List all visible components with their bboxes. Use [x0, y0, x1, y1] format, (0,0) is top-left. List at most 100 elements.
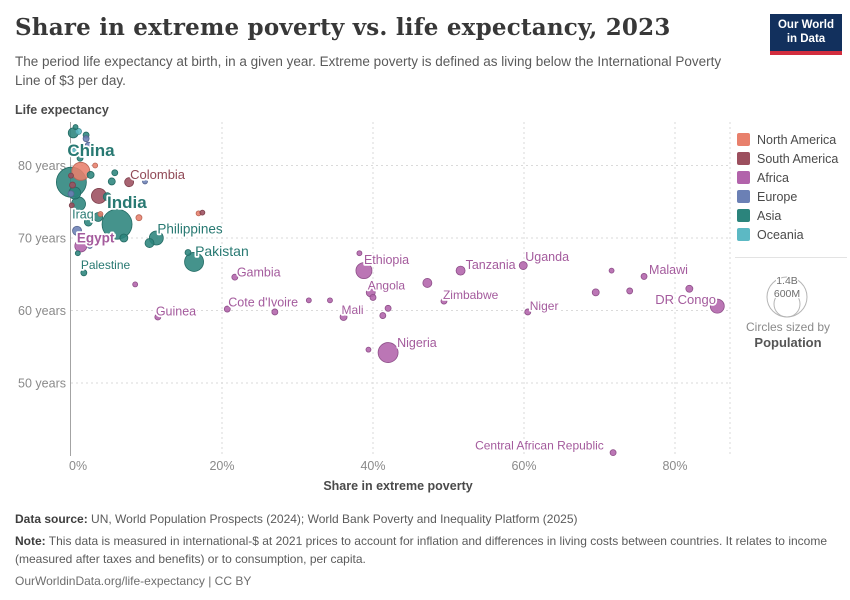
footer-link[interactable]: OurWorldinData.org/life-expectancy | CC …: [15, 574, 252, 589]
country-label-angola[interactable]: Angola: [366, 277, 407, 295]
point-north-america[interactable]: [135, 214, 143, 222]
country-label-iraq[interactable]: Iraq: [70, 206, 95, 224]
point-south-america[interactable]: [199, 209, 206, 216]
country-label-palestine[interactable]: Palestine: [79, 256, 132, 274]
continent-legend: North America South America Africa Europe As…: [737, 130, 838, 244]
point-nigeria[interactable]: [377, 342, 399, 363]
point-mali[interactable]: [339, 313, 348, 321]
point-zimbabwe[interactable]: [440, 297, 448, 305]
country-label-pakistan[interactable]: Pakistan: [193, 241, 250, 260]
country-label-central-african-republic[interactable]: Central African Republic: [473, 437, 605, 455]
point-asia[interactable]: [119, 233, 129, 243]
point-north-america[interactable]: [92, 162, 99, 169]
point-asia[interactable]: [111, 169, 119, 177]
country-label-gambia[interactable]: Gambia: [235, 264, 282, 282]
point-gambia[interactable]: [231, 273, 239, 281]
country-label-ethiopia[interactable]: Ethiopia: [362, 251, 411, 269]
legend-item-europe[interactable]: Europe: [737, 187, 838, 206]
point-asia[interactable]: [184, 249, 192, 256]
country-label-tanzania[interactable]: Tanzania: [464, 256, 518, 274]
point-africa[interactable]: [685, 284, 694, 293]
legend-label: Oceania: [757, 227, 804, 242]
point-asia[interactable]: [83, 217, 93, 227]
point-palestine[interactable]: [80, 269, 88, 277]
point-asia[interactable]: [107, 177, 116, 186]
country-label-nigeria[interactable]: Nigeria: [395, 334, 438, 352]
country-label-egypt[interactable]: Egypt: [75, 229, 117, 248]
point-uganda[interactable]: [518, 261, 528, 270]
legend-item-africa[interactable]: Africa: [737, 168, 838, 187]
country-label-guinea[interactable]: Guinea: [154, 303, 198, 321]
point-asia[interactable]: [144, 238, 155, 248]
point-africa[interactable]: [305, 297, 312, 304]
point-africa[interactable]: [327, 297, 333, 304]
point-europe[interactable]: [67, 190, 75, 198]
legend-label: North America: [757, 132, 837, 147]
legend-item-asia[interactable]: Asia: [737, 206, 838, 225]
point-europe[interactable]: [142, 178, 148, 185]
point-north-america[interactable]: [71, 161, 91, 181]
point-africa[interactable]: [369, 294, 377, 301]
point-europe[interactable]: [80, 149, 87, 156]
country-label-india[interactable]: India: [105, 191, 149, 214]
point-pakistan[interactable]: [184, 252, 204, 272]
point-africa[interactable]: [356, 250, 363, 257]
y-tick-70: 70 years: [18, 232, 66, 246]
country-label-china[interactable]: China: [66, 139, 117, 162]
point-africa[interactable]: [379, 312, 387, 319]
y-tick-50: 50 years: [18, 377, 66, 391]
point-india[interactable]: [101, 208, 133, 240]
point-africa[interactable]: [608, 267, 615, 274]
size-caption-line2: Population: [754, 335, 822, 350]
point-oceania[interactable]: [75, 128, 82, 135]
legend-item-north-america[interactable]: North America: [737, 130, 838, 149]
note-text: This data is measured in international-$…: [15, 534, 827, 566]
point-ethiopia[interactable]: [355, 262, 373, 280]
point-asia[interactable]: [74, 250, 81, 257]
point-africa[interactable]: [365, 346, 372, 353]
point-asia[interactable]: [72, 124, 79, 130]
point-africa[interactable]: [591, 288, 600, 297]
y-tick-60: 60 years: [18, 304, 66, 318]
point-africa[interactable]: [132, 281, 139, 288]
point-south-america[interactable]: [68, 172, 74, 179]
country-label-niger[interactable]: Niger: [528, 297, 560, 315]
point-africa[interactable]: [384, 304, 392, 312]
point-europe[interactable]: [82, 135, 90, 143]
point-africa[interactable]: [422, 278, 433, 288]
country-label-malawi[interactable]: Malawi: [647, 261, 689, 279]
country-label-cote-d-ivoire[interactable]: Cote d'Ivoire: [227, 294, 300, 312]
point-dr-congo[interactable]: [709, 298, 725, 314]
point-colombia[interactable]: [124, 177, 135, 188]
owid-logo[interactable]: Our World in Data: [770, 14, 842, 55]
legend-item-oceania[interactable]: Oceania: [737, 225, 838, 244]
point-south-america[interactable]: [68, 202, 75, 209]
point-europe[interactable]: [72, 225, 82, 236]
country-label-uganda[interactable]: Uganda: [523, 248, 570, 266]
point-cote-d-ivoire[interactable]: [223, 305, 231, 313]
point-asia[interactable]: [102, 192, 112, 202]
country-label-philippines[interactable]: Philippines: [156, 220, 225, 239]
country-label-dr-congo[interactable]: DR Congo: [654, 290, 718, 309]
point-niger[interactable]: [524, 308, 532, 316]
country-label-colombia[interactable]: Colombia: [128, 165, 187, 184]
point-asia[interactable]: [86, 171, 95, 179]
point-central-african-republic[interactable]: [609, 449, 617, 457]
country-label-zimbabwe[interactable]: Zimbabwe: [441, 286, 500, 304]
point-tanzania[interactable]: [455, 265, 466, 276]
point-asia[interactable]: [76, 154, 84, 162]
legend-item-south-america[interactable]: South America: [737, 149, 838, 168]
point-europe[interactable]: [86, 243, 93, 249]
point-malawi[interactable]: [640, 273, 648, 280]
x-tick-80: 80%: [662, 459, 687, 473]
point-north-america[interactable]: [97, 211, 104, 217]
point-south-america[interactable]: [69, 181, 76, 189]
point-europe[interactable]: [84, 141, 92, 149]
point-egypt[interactable]: [74, 239, 88, 253]
point-africa[interactable]: [626, 287, 634, 295]
country-label-mali[interactable]: Mali: [340, 301, 366, 319]
point-oceania[interactable]: [71, 148, 77, 154]
point-africa[interactable]: [271, 308, 279, 316]
point-guinea[interactable]: [154, 313, 162, 321]
